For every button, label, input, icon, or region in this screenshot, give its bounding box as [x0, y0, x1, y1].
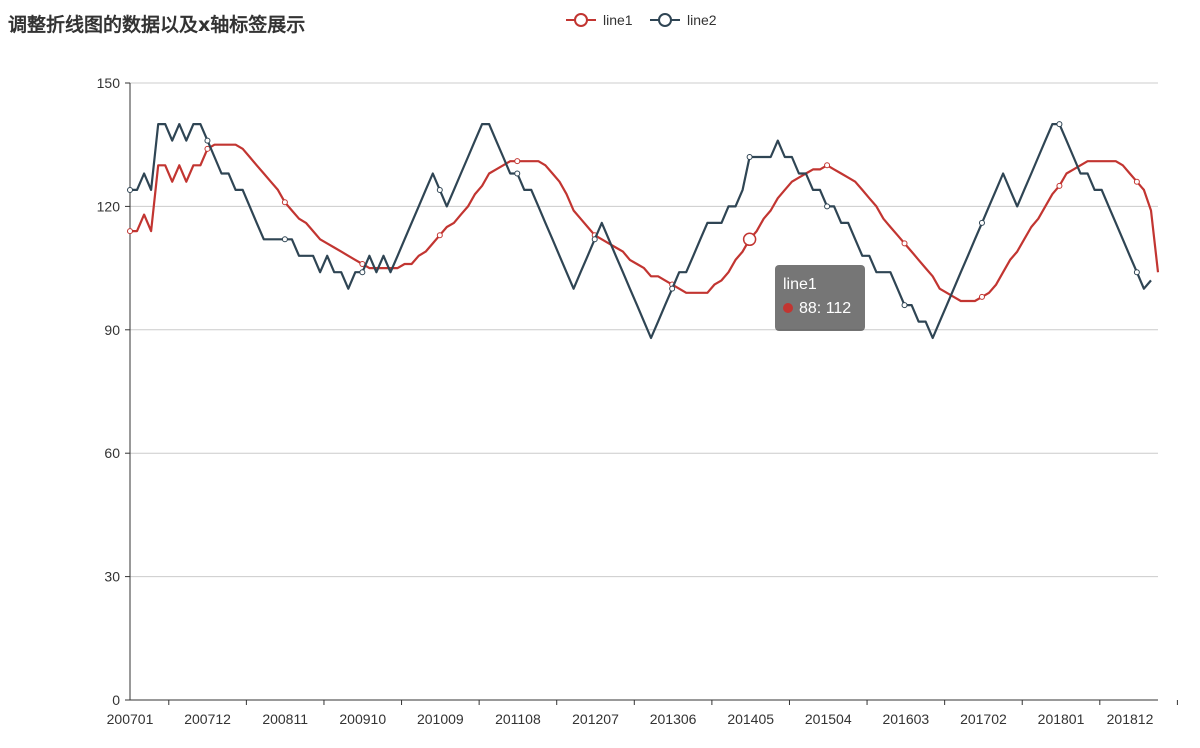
series-layer	[127, 121, 1160, 340]
legend-label-line1: line1	[603, 12, 633, 28]
data-point-line1[interactable]	[901, 240, 908, 247]
data-point-line2[interactable]	[436, 186, 443, 193]
data-point-line2[interactable]	[824, 203, 831, 210]
x-tick-label: 201812	[1107, 711, 1154, 727]
y-tick-label: 0	[112, 692, 120, 708]
data-point-line2[interactable]	[1056, 121, 1063, 128]
highlight-layer	[742, 232, 757, 247]
series-line-line1[interactable]	[130, 143, 1160, 303]
data-point-line2[interactable]	[359, 269, 366, 276]
data-point-line1[interactable]	[514, 158, 521, 165]
data-point-line1[interactable]	[127, 228, 133, 235]
tooltip-series-name: line1	[783, 276, 817, 293]
data-point-line1[interactable]	[281, 199, 288, 206]
x-tick-label: 200910	[339, 711, 386, 727]
data-point-line1[interactable]	[978, 293, 985, 300]
data-point-line2[interactable]	[127, 186, 133, 193]
legend-marker-line2	[658, 13, 672, 27]
data-point-line1[interactable]	[436, 232, 443, 239]
legend[interactable]: line1 line2	[566, 12, 717, 28]
tooltip-value: 88: 112	[799, 300, 852, 317]
x-tick-label: 201801	[1038, 711, 1085, 727]
x-axis: 200701 200712 200811 200910 201009 201108 2012…	[107, 699, 1178, 727]
data-point-line1[interactable]	[824, 162, 831, 169]
tooltip-value-row: 88: 112	[783, 297, 857, 321]
legend-item-line1[interactable]: line1	[566, 12, 633, 28]
legend-item-line2[interactable]: line2	[650, 12, 717, 28]
x-tick-label: 201108	[495, 711, 541, 727]
highlighted-point[interactable]	[742, 232, 757, 247]
x-tick-label: 200701	[107, 711, 154, 727]
x-tick-label: 201009	[417, 711, 464, 727]
y-tick-label: 120	[97, 198, 121, 214]
legend-label-line2: line2	[687, 12, 717, 28]
data-point-line2[interactable]	[669, 285, 676, 292]
data-point-line2[interactable]	[591, 236, 598, 243]
chart-title: 调整折线图的数据以及x轴标签展示	[8, 14, 306, 36]
y-tick-label: 60	[104, 445, 120, 461]
x-tick-label: 201603	[882, 711, 929, 727]
tooltip: line1 88: 112	[775, 265, 865, 331]
y-tick-label: 150	[97, 75, 121, 91]
data-point-line1[interactable]	[1056, 182, 1063, 189]
y-axis: 0 30 60 90 120 150	[97, 75, 131, 708]
x-tick-label: 200712	[184, 711, 231, 727]
data-point-line2[interactable]	[901, 302, 908, 309]
x-tick-label: 200811	[262, 711, 308, 727]
data-point-line1[interactable]	[1133, 178, 1140, 185]
data-point-line2[interactable]	[1133, 269, 1140, 276]
x-tick-label: 201405	[727, 711, 774, 727]
data-point-line2[interactable]	[281, 236, 288, 243]
x-tick-label: 201207	[572, 711, 619, 727]
x-tick-label: 201504	[805, 711, 852, 727]
data-point-line2[interactable]	[978, 219, 985, 226]
legend-marker-line1	[574, 13, 588, 27]
x-tick-label: 201702	[960, 711, 1007, 727]
y-tick-label: 90	[104, 322, 120, 338]
grid-lines	[130, 82, 1158, 578]
data-point-line2[interactable]	[204, 137, 211, 144]
series-line-line2[interactable]	[130, 122, 1152, 340]
data-point-line2[interactable]	[514, 170, 521, 177]
y-tick-label: 30	[104, 569, 120, 585]
data-point-line2[interactable]	[746, 154, 753, 161]
x-tick-label: 201306	[650, 711, 697, 727]
tooltip-color-dot	[783, 303, 793, 313]
